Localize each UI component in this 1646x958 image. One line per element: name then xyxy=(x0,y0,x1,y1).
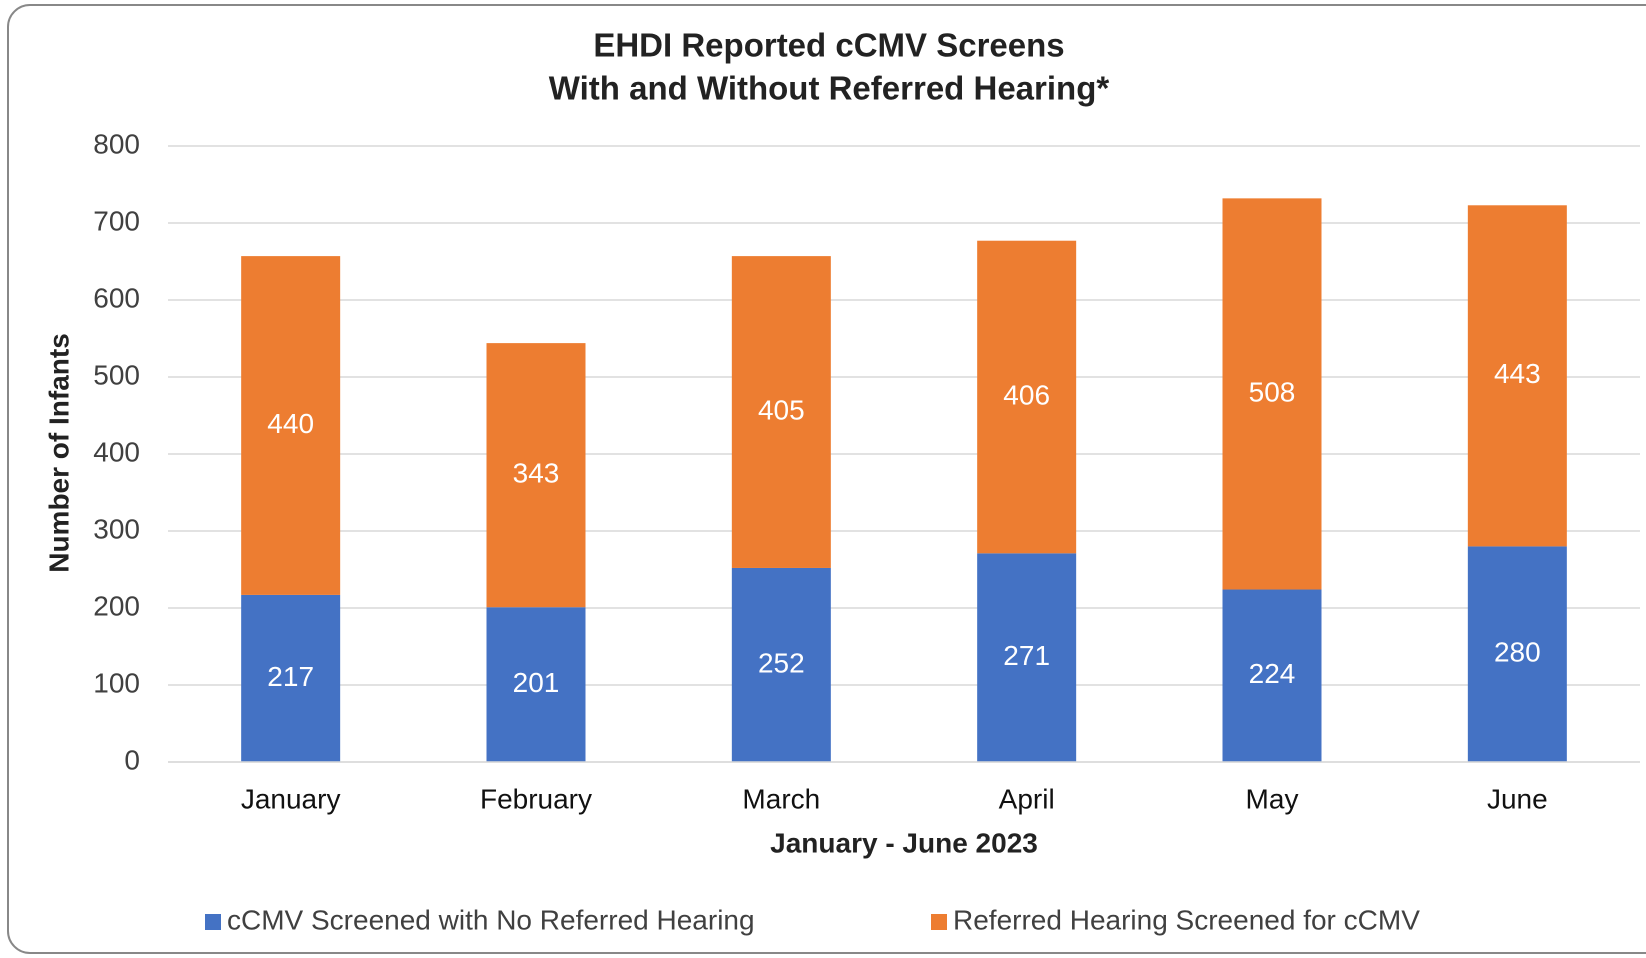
x-tick-label: June xyxy=(1487,783,1548,814)
bar-segment xyxy=(1467,546,1567,762)
bar-segment xyxy=(241,594,341,762)
bar-segment xyxy=(486,343,586,608)
data-label: 217 xyxy=(267,661,314,692)
data-label: 440 xyxy=(267,408,314,439)
y-tick-label: 300 xyxy=(93,513,140,544)
y-tick-label: 400 xyxy=(93,436,140,467)
bar-segment xyxy=(486,607,586,762)
legend-label: cCMV Screened with No Referred Hearing xyxy=(227,904,755,935)
bar-segment xyxy=(1222,198,1322,590)
y-axis-title: Number of Infants xyxy=(43,333,74,573)
data-label: 224 xyxy=(1249,658,1296,689)
data-label: 271 xyxy=(1003,640,1050,671)
y-tick-label: 0 xyxy=(124,744,140,775)
data-label: 508 xyxy=(1249,376,1296,407)
data-label: 280 xyxy=(1494,637,1541,668)
data-label: 252 xyxy=(758,647,805,678)
legend-swatch xyxy=(205,914,221,930)
bar-segment xyxy=(731,256,831,568)
chart-title: EHDI Reported cCMV Screens xyxy=(593,27,1064,64)
chart-subtitle: With and Without Referred Hearing* xyxy=(549,70,1110,107)
data-label: 443 xyxy=(1494,358,1541,389)
bar-segment xyxy=(731,567,831,762)
y-tick-label: 500 xyxy=(93,359,140,390)
x-tick-label: January xyxy=(241,783,341,814)
data-label: 343 xyxy=(513,458,560,489)
legend-label: Referred Hearing Screened for cCMV xyxy=(953,904,1420,935)
bar-segment xyxy=(1467,205,1567,547)
bar-segment xyxy=(1222,589,1322,762)
bar-segment xyxy=(977,553,1077,762)
x-axis-title: January - June 2023 xyxy=(770,827,1038,858)
y-tick-label: 100 xyxy=(93,667,140,698)
data-label: 201 xyxy=(513,667,560,698)
x-tick-label: April xyxy=(999,783,1055,814)
bar-segment xyxy=(241,256,341,595)
data-label: 405 xyxy=(758,394,805,425)
x-tick-label: February xyxy=(480,783,592,814)
x-tick-label: May xyxy=(1246,783,1299,814)
y-tick-label: 700 xyxy=(93,205,140,236)
legend-swatch xyxy=(931,914,947,930)
y-tick-label: 200 xyxy=(93,590,140,621)
data-label: 406 xyxy=(1003,379,1050,410)
bar-segment xyxy=(977,240,1077,554)
x-tick-label: March xyxy=(742,783,820,814)
y-tick-label: 600 xyxy=(93,282,140,313)
y-tick-label: 800 xyxy=(93,128,140,159)
